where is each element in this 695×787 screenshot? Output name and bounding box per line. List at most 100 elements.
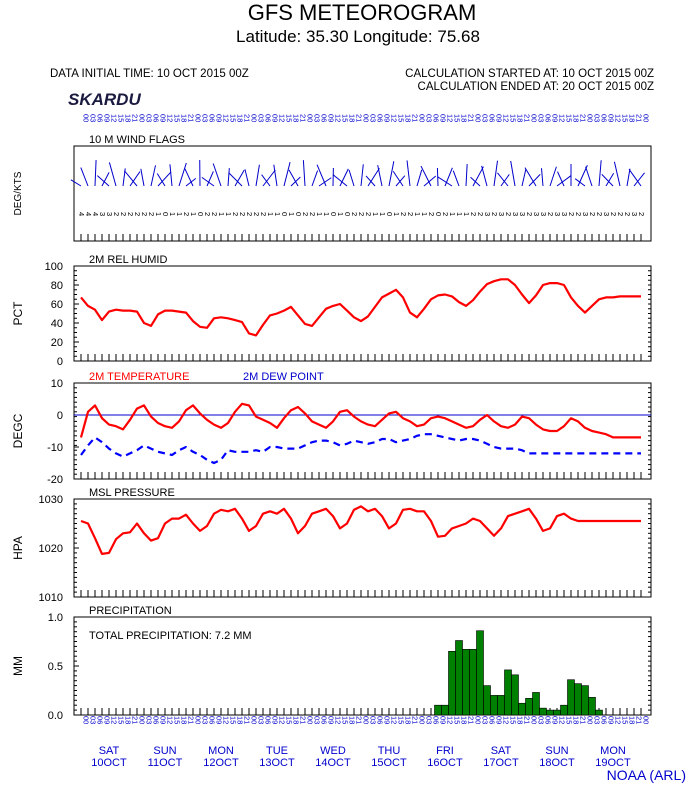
bottom-hour-tick-label: 06: [432, 716, 441, 724]
top-hour-tick-label: 18: [404, 114, 413, 122]
bottom-hour-tick-label: 00: [250, 716, 259, 724]
bottom-hour-tick-label: 09: [439, 716, 448, 724]
day-of-week-label: SAT: [99, 745, 120, 757]
date-label: 18OCT: [539, 757, 575, 769]
wind-speed-label: 1: [462, 212, 471, 216]
top-hour-tick-label: 18: [572, 114, 581, 122]
wind-speed-label: 2: [245, 212, 254, 216]
bottom-hour-tick-label: 03: [481, 716, 490, 724]
top-hour-tick-label: 09: [495, 114, 504, 122]
top-hour-tick-label: 06: [208, 114, 217, 122]
wind-barb: [367, 167, 380, 187]
bottom-hour-tick-label: 03: [145, 716, 154, 724]
wind-speed-label: 1: [266, 212, 275, 216]
top-hour-tick-label: 21: [411, 114, 420, 122]
wind-speed-label: 2: [406, 212, 415, 216]
panel-3: MSL PRESSURE HPA 1010 1020 1030: [11, 487, 652, 604]
top-hour-tick-label: 09: [607, 114, 616, 122]
wind-barb: [423, 175, 437, 187]
precip-bar: [581, 685, 589, 716]
precip-bar: [434, 704, 442, 716]
precip-bar: [490, 695, 498, 716]
y-tick-label: 20: [51, 337, 63, 349]
bottom-hour-tick-label: 12: [446, 716, 455, 724]
bottom-hour-tick-label: 12: [334, 716, 343, 724]
wind-barb: [288, 169, 299, 187]
wind-speed-label: 2: [427, 212, 436, 216]
day-of-week-label: SAT: [491, 745, 512, 757]
y-tick-label: 1010: [39, 592, 63, 604]
top-hour-tick-label: 18: [516, 114, 525, 122]
precip-bar: [539, 707, 547, 716]
bottom-hour-tick-label: 21: [579, 716, 588, 724]
y-tick-label: 0.5: [48, 661, 63, 673]
top-hour-tick-label: 03: [481, 114, 490, 122]
precip-bar: [532, 692, 540, 716]
bottom-hour-tick-label: 06: [208, 716, 217, 724]
wind-barb: [549, 166, 557, 187]
wind-speed-label: 0: [294, 212, 303, 216]
top-hour-tick-label: 12: [558, 114, 567, 122]
wind-barb: [392, 171, 404, 187]
top-hour-tick-label: 03: [89, 114, 98, 122]
precip-bar: [595, 709, 603, 716]
top-hour-tick-label: 00: [586, 114, 595, 122]
top-hour-tick-label: 15: [621, 114, 630, 122]
wind-speed-label: 1: [217, 212, 226, 216]
y-tick-label: -10: [47, 442, 63, 454]
date-label: 10OCT: [91, 757, 127, 769]
wind-speed-label: 0: [196, 212, 205, 216]
bottom-hour-tick-label: 06: [600, 716, 609, 724]
top-hour-tick-label: 12: [614, 114, 623, 122]
bottom-hour-tick-label: 09: [607, 716, 616, 724]
bottom-hour-tick-label: 12: [614, 716, 623, 724]
wind-barb: [437, 176, 453, 187]
bottom-hour-tick-label: 00: [82, 716, 91, 724]
top-hour-tick-label: 00: [306, 114, 315, 122]
bottom-hour-tick-label: 09: [495, 716, 504, 724]
wind-speed-label: 4: [77, 212, 86, 216]
y-tick-label: 80: [51, 280, 63, 292]
wind-speed-label: 1: [420, 212, 429, 216]
top-hour-tick-label: 00: [362, 114, 371, 122]
wind-barb: [585, 166, 593, 187]
top-hour-tick-label: 18: [236, 114, 245, 122]
wind-speed-label: 2: [637, 212, 646, 216]
day-of-week-label: THU: [378, 745, 401, 757]
y-axis-label: PCT: [11, 301, 25, 326]
bottom-hour-tick-label: 21: [299, 716, 308, 724]
day-of-week-label: MON: [600, 745, 626, 757]
bottom-hour-tick-label: 00: [642, 716, 651, 724]
top-hour-tick-label: 09: [215, 114, 224, 122]
y-axis-label: MM: [11, 656, 25, 676]
wind-barb: [540, 168, 544, 187]
top-hour-tick-label: 00: [530, 114, 539, 122]
bottom-hour-tick-label: 03: [537, 716, 546, 724]
bottom-hour-tick-label: 18: [628, 716, 637, 724]
top-hour-tick-label: 09: [159, 114, 168, 122]
top-hour-tick-label: 21: [579, 114, 588, 122]
bottom-hour-tick-label: 18: [292, 716, 301, 724]
top-hour-tick-label: 06: [432, 114, 441, 122]
bottom-hour-tick-label: 21: [467, 716, 476, 724]
bottom-hour-tick-label: 06: [376, 716, 385, 724]
top-hour-tick-label: 18: [124, 114, 133, 122]
page-subtitle: Latitude: 35.30 Longitude: 75.68: [236, 27, 480, 46]
bottom-hour-tick-label: 09: [271, 716, 280, 724]
date-label: 19OCT: [595, 757, 631, 769]
wind-speed-label: 3: [539, 212, 548, 216]
wind-speed-label: 0: [343, 212, 352, 216]
precip-bar: [483, 685, 491, 716]
panel-frame: [73, 382, 652, 480]
precip-bar: [588, 697, 596, 716]
wind-barb: [360, 164, 364, 187]
y-tick-label: 0: [57, 410, 63, 422]
date-label: 13OCT: [259, 757, 295, 769]
top-hour-tick-label: 09: [327, 114, 336, 122]
wind-speed-label: 2: [595, 212, 604, 216]
wind-speed-label: 1: [189, 212, 198, 216]
bottom-hour-tick-label: 06: [544, 716, 553, 724]
top-hour-tick-label: 21: [299, 114, 308, 122]
bottom-hour-tick-label: 09: [327, 716, 336, 724]
